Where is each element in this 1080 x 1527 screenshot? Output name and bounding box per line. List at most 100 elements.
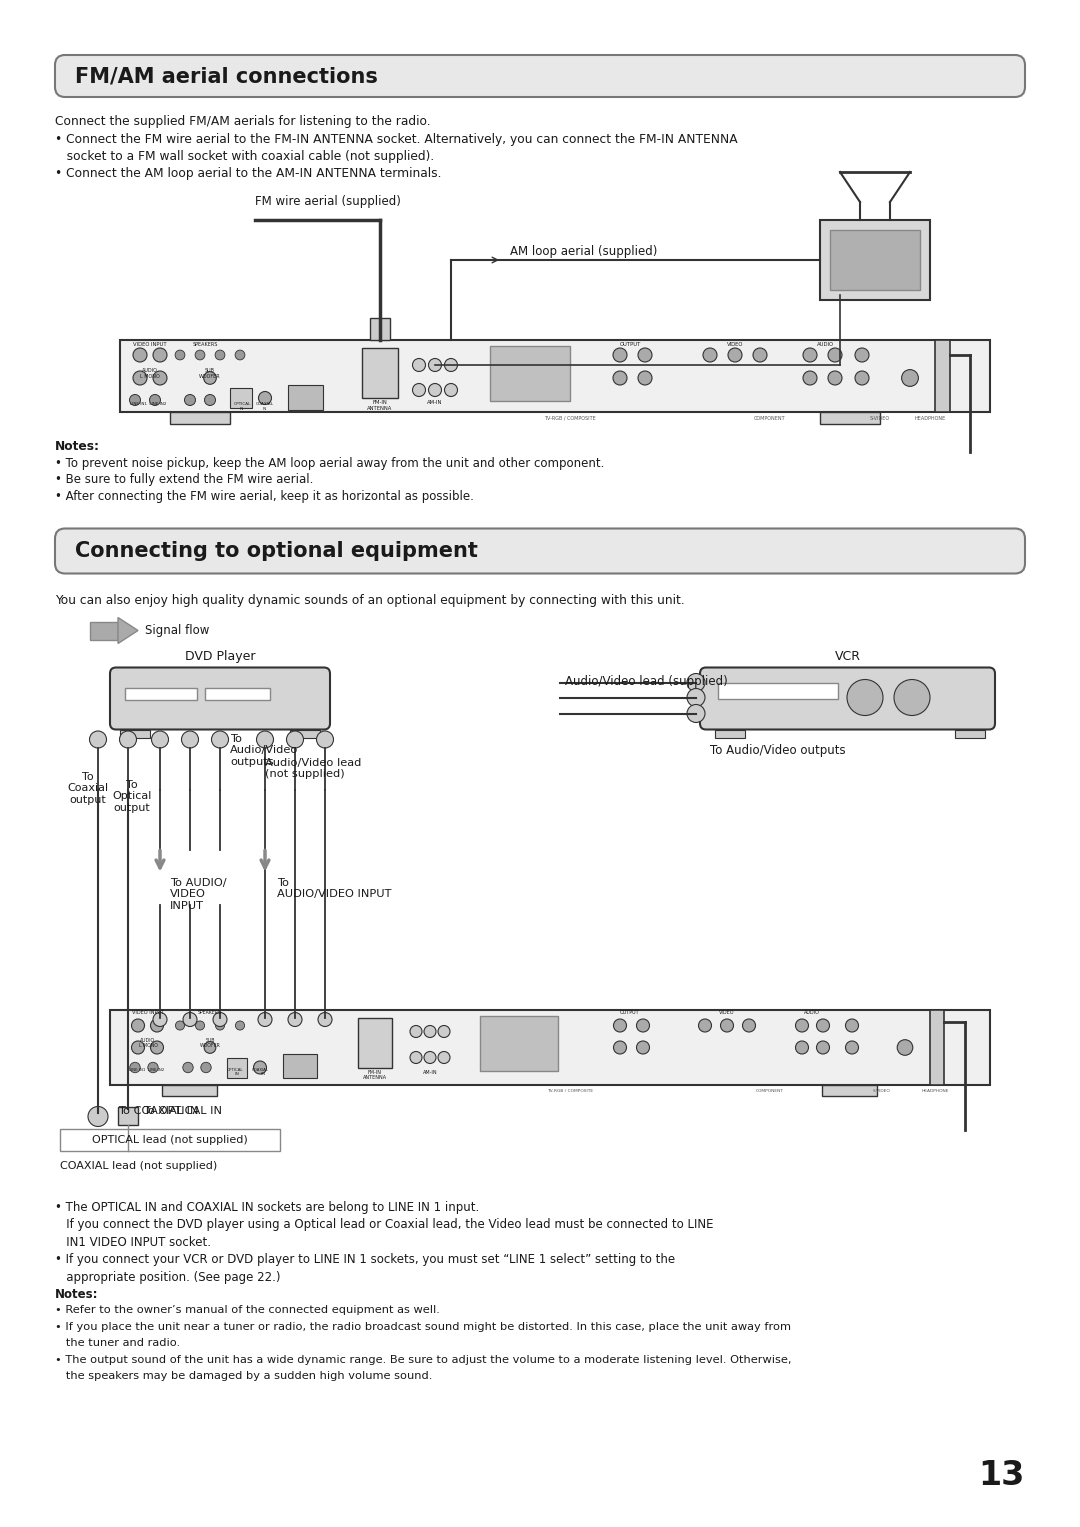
Bar	[822, 1084, 877, 1095]
Circle shape	[215, 1022, 225, 1031]
Circle shape	[902, 370, 918, 386]
Circle shape	[130, 394, 140, 406]
Circle shape	[897, 1040, 913, 1055]
Text: • The output sound of the unit has a wide dynamic range. Be sure to adjust the v: • The output sound of the unit has a wid…	[55, 1354, 792, 1365]
Circle shape	[257, 731, 273, 748]
Text: FM-IN
ANTENNA: FM-IN ANTENNA	[367, 400, 393, 411]
Text: SPEAKERS: SPEAKERS	[198, 1009, 221, 1014]
Text: TV-RGB / COMPOSITE: TV-RGB / COMPOSITE	[544, 415, 596, 421]
Circle shape	[429, 383, 442, 397]
Text: COAXIAL
    IN: COAXIAL IN	[252, 1067, 269, 1077]
Circle shape	[613, 371, 627, 385]
Text: AUDIO: AUDIO	[816, 342, 834, 347]
Text: To
Audio/Video
outputs: To Audio/Video outputs	[230, 733, 298, 767]
Circle shape	[185, 394, 195, 406]
Circle shape	[316, 731, 334, 748]
Text: AM loop aerial (supplied): AM loop aerial (supplied)	[510, 244, 658, 258]
Circle shape	[148, 1063, 158, 1072]
Bar	[831, 231, 920, 290]
Circle shape	[215, 350, 225, 360]
Circle shape	[235, 1022, 244, 1031]
Text: COAXIAL
IN: COAXIAL IN	[256, 402, 274, 411]
Circle shape	[183, 1063, 193, 1072]
Circle shape	[638, 348, 652, 362]
Text: LINE IN1  LINE IN2: LINE IN1 LINE IN2	[130, 402, 166, 406]
Circle shape	[286, 731, 303, 748]
Circle shape	[743, 1019, 756, 1032]
Text: COMPONENT: COMPONENT	[754, 415, 786, 421]
Circle shape	[438, 1026, 450, 1037]
Circle shape	[613, 1041, 626, 1054]
Bar	[357, 1017, 392, 1067]
Text: SPEAKERS: SPEAKERS	[192, 342, 218, 347]
Text: VIDEO: VIDEO	[719, 1009, 734, 1014]
Text: FM-IN
ANTENNA: FM-IN ANTENNA	[363, 1069, 387, 1080]
Text: FM/AM aerial connections: FM/AM aerial connections	[75, 66, 378, 86]
Text: • Be sure to fully extend the FM wire aerial.: • Be sure to fully extend the FM wire ae…	[55, 473, 313, 487]
Circle shape	[424, 1026, 436, 1037]
Text: • Connect the FM wire aerial to the FM-IN ANTENNA socket. Alternatively, you can: • Connect the FM wire aerial to the FM-I…	[55, 133, 738, 145]
Bar	[362, 348, 399, 399]
Text: HEADPHONE: HEADPHONE	[921, 1089, 948, 1092]
Circle shape	[753, 348, 767, 362]
Text: To
Coaxial
output: To Coaxial output	[67, 771, 109, 805]
FancyBboxPatch shape	[55, 55, 1025, 98]
Circle shape	[213, 1012, 227, 1026]
Text: COMPONENT: COMPONENT	[756, 1089, 784, 1092]
Text: If you connect the DVD player using a Optical lead or Coaxial lead, the Video le: If you connect the DVD player using a Op…	[55, 1219, 714, 1231]
Circle shape	[254, 1061, 267, 1073]
Text: Connecting to optional equipment: Connecting to optional equipment	[75, 541, 477, 560]
Text: the speakers may be damaged by a sudden high volume sound.: the speakers may be damaged by a sudden …	[55, 1371, 432, 1380]
Text: S-VIDEO: S-VIDEO	[869, 415, 890, 421]
Circle shape	[288, 1012, 302, 1026]
Circle shape	[195, 350, 205, 360]
Text: TV-RGB / COMPOSITE: TV-RGB / COMPOSITE	[546, 1089, 593, 1092]
Circle shape	[638, 371, 652, 385]
Circle shape	[804, 371, 816, 385]
Circle shape	[153, 348, 167, 362]
Text: VIDEO: VIDEO	[727, 342, 743, 347]
Text: LINE IN1  LINE IN2: LINE IN1 LINE IN2	[130, 1067, 164, 1072]
Circle shape	[445, 383, 458, 397]
Bar	[170, 412, 230, 425]
Circle shape	[133, 371, 147, 385]
Text: FM wire aerial (supplied): FM wire aerial (supplied)	[255, 195, 401, 208]
Bar	[480, 1015, 558, 1070]
Text: Audio/Video lead (supplied): Audio/Video lead (supplied)	[565, 675, 728, 687]
Bar	[120, 341, 990, 412]
Bar	[820, 220, 930, 299]
Circle shape	[413, 359, 426, 371]
Text: AUDIO
L MONO: AUDIO L MONO	[138, 1037, 158, 1049]
Text: To OPTICAL IN: To OPTICAL IN	[143, 1106, 222, 1116]
Text: VCR: VCR	[835, 649, 861, 663]
Circle shape	[796, 1041, 809, 1054]
Circle shape	[87, 1107, 108, 1127]
Text: To AUDIO/
VIDEO
INPUT: To AUDIO/ VIDEO INPUT	[170, 878, 227, 910]
Text: HEADPHONE: HEADPHONE	[915, 415, 946, 421]
Circle shape	[855, 371, 869, 385]
Circle shape	[410, 1052, 422, 1063]
FancyBboxPatch shape	[110, 667, 330, 730]
Circle shape	[699, 1019, 712, 1032]
Bar	[60, 1128, 280, 1150]
Text: 13: 13	[978, 1458, 1025, 1492]
Text: • The OPTICAL IN and COAXIAL IN sockets are belong to LINE IN 1 input.: • The OPTICAL IN and COAXIAL IN sockets …	[55, 1200, 480, 1214]
Circle shape	[828, 371, 842, 385]
Text: S-VIDEO: S-VIDEO	[873, 1089, 891, 1092]
Circle shape	[130, 1063, 140, 1072]
Circle shape	[183, 1012, 197, 1026]
Text: Notes:: Notes:	[55, 440, 100, 454]
Circle shape	[132, 1019, 145, 1032]
Bar	[955, 730, 985, 738]
Circle shape	[175, 1022, 185, 1031]
Circle shape	[687, 689, 705, 707]
Circle shape	[153, 371, 167, 385]
Text: OUTPUT: OUTPUT	[620, 1009, 639, 1014]
Text: You can also enjoy high quality dynamic sounds of an optional equipment by conne: You can also enjoy high quality dynamic …	[55, 594, 685, 606]
Circle shape	[212, 731, 229, 748]
Text: VIDEO INPUT: VIDEO INPUT	[133, 342, 166, 347]
FancyBboxPatch shape	[55, 528, 1025, 574]
Circle shape	[413, 383, 426, 397]
Circle shape	[429, 359, 442, 371]
Text: AUDIO
L MONO: AUDIO L MONO	[140, 368, 160, 379]
